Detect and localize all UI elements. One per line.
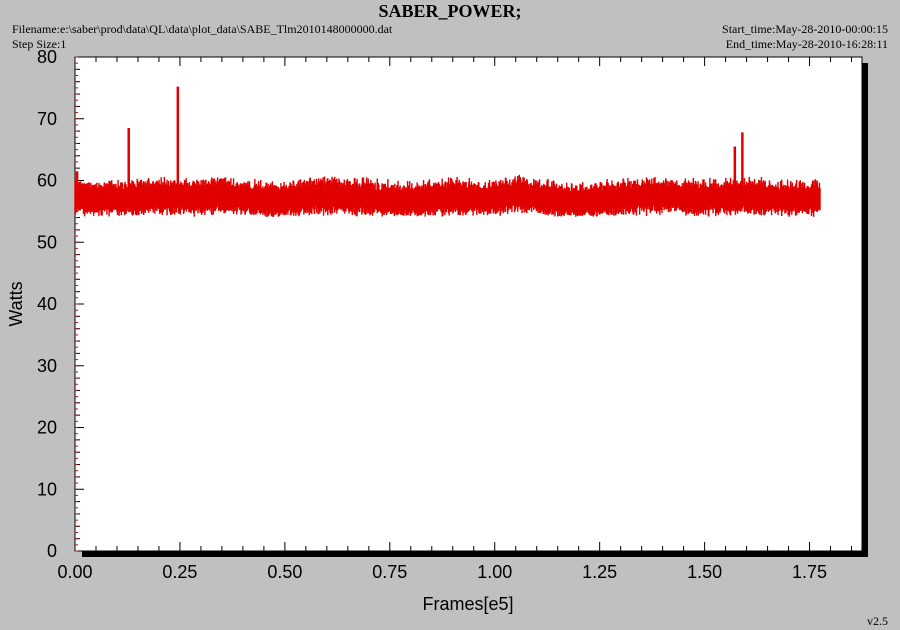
step-size-label: Step Size:1 <box>12 37 67 51</box>
y-tick-label: 80 <box>37 47 57 67</box>
series-line <box>74 174 821 217</box>
y-tick-label: 30 <box>37 356 57 376</box>
x-axis-title: Frames[e5] <box>422 594 513 614</box>
x-tick-label: 1.00 <box>477 562 512 582</box>
y-tick-label: 20 <box>37 418 57 438</box>
x-tick-label: 0.25 <box>162 562 197 582</box>
end-time-label: End_time:May-28-2010-16:28:11 <box>725 37 888 51</box>
series-watts <box>74 86 821 217</box>
x-tick-labels: 0.00 0.25 0.50 0.75 1.00 1.25 1.50 1.75 <box>57 562 827 582</box>
y-tick-label: 10 <box>37 479 57 499</box>
start-time-label: Start_time:May-28-2010-00:00:15 <box>722 22 888 36</box>
x-tick-label: 1.50 <box>687 562 722 582</box>
x-tick-label: 0.50 <box>267 562 302 582</box>
y-tick-label: 70 <box>37 109 57 129</box>
version-label: v2.5 <box>867 614 888 628</box>
y-tick-label: 40 <box>37 294 57 314</box>
y-tick-labels: 0 10 20 30 40 50 60 70 80 <box>37 47 57 561</box>
y-tick-label: 60 <box>37 171 57 191</box>
x-tick-label: 1.25 <box>582 562 617 582</box>
chart-title: SABER_POWER; <box>378 1 522 21</box>
plot-area <box>74 56 863 552</box>
filename-label: Filename:e:\saber\prod\data\QL\data\plot… <box>12 22 393 36</box>
x-tick-label: 0.00 <box>57 562 92 582</box>
y-tick-label: 0 <box>47 541 57 561</box>
axis-ticks <box>74 56 853 552</box>
x-tick-label: 0.75 <box>372 562 407 582</box>
y-tick-label: 50 <box>37 232 57 252</box>
x-tick-label: 1.75 <box>792 562 827 582</box>
y-axis-title: Watts <box>6 281 26 326</box>
y-axis-red-ticks <box>75 56 78 552</box>
